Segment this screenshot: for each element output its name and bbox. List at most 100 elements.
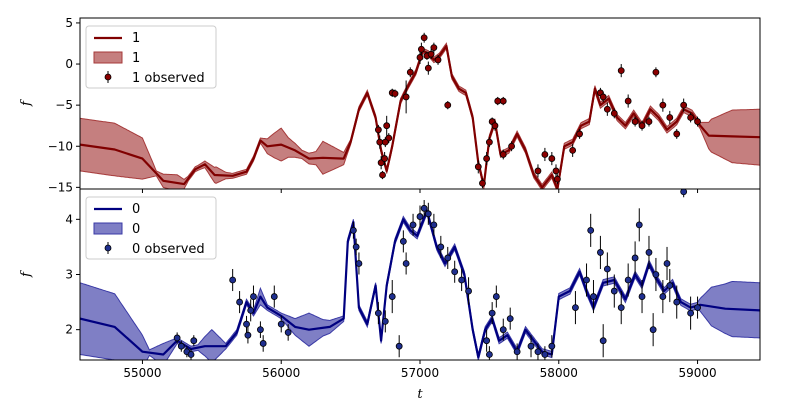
observed-point (508, 142, 515, 150)
observed-point (576, 130, 583, 138)
observed-point (680, 101, 688, 109)
observed-point (352, 243, 360, 251)
legend-point-swatch (104, 73, 112, 81)
observed-point (277, 320, 285, 328)
observed-point (587, 226, 595, 234)
observed-point (624, 97, 632, 105)
x-tick-label: 59000 (678, 366, 716, 380)
mean-line (80, 210, 760, 359)
observed-point (488, 309, 496, 317)
observed-point (552, 167, 560, 175)
observed-point (603, 105, 611, 113)
legend-band-swatch (93, 222, 123, 235)
legend-entry-label: 0 (132, 202, 140, 217)
observed-point (349, 226, 357, 234)
observed-point (649, 326, 657, 334)
observed-point (270, 293, 278, 300)
observed-point (434, 56, 442, 64)
observed-point (572, 304, 579, 311)
observed-point (236, 298, 243, 306)
observed-point (257, 326, 264, 334)
observed-point (548, 342, 556, 350)
observed-point (534, 348, 542, 356)
observed-point (416, 213, 424, 220)
observed-point (638, 293, 646, 300)
observed-point (610, 287, 618, 295)
x-tick-label: 56000 (262, 366, 300, 380)
observed-point (451, 268, 459, 276)
observed-point (381, 138, 389, 146)
legend-entry-label: 1 observed (132, 71, 205, 86)
observed-point (652, 68, 660, 76)
observed-point (355, 260, 363, 267)
observed-point (381, 155, 389, 162)
observed-point (402, 93, 410, 101)
legend-entry-label: 0 observed (132, 242, 205, 257)
observed-point (680, 189, 688, 196)
observed-point (374, 309, 382, 317)
observed-point (250, 293, 257, 300)
observed-point (631, 254, 639, 262)
observed-point (499, 151, 507, 158)
observed-point (229, 276, 237, 284)
observed-point (374, 126, 382, 134)
observed-point (541, 351, 549, 358)
legend-box (85, 196, 217, 260)
legend-entry-label: 1 (132, 51, 140, 66)
legend-point-swatch (104, 244, 112, 252)
observed-point (541, 151, 549, 158)
observed-point (458, 276, 466, 284)
observed-point (424, 210, 432, 218)
observed-point (388, 293, 396, 300)
observed-point (610, 109, 618, 117)
observed-point (659, 293, 667, 300)
observed-point (534, 167, 542, 175)
observed-point (187, 351, 195, 358)
observed-point (673, 298, 681, 306)
legend-entry-label: 0 (132, 222, 140, 237)
observed-point (430, 221, 438, 229)
observed-point (177, 342, 185, 350)
observed-point (666, 282, 674, 289)
observed-point (659, 101, 667, 109)
observed-point (424, 64, 432, 72)
observed-point (673, 130, 681, 138)
observed-point (479, 179, 486, 187)
observed-point (376, 138, 384, 146)
y-tick-label: 2 (65, 323, 73, 337)
observed-point (569, 146, 577, 154)
observed-point (513, 348, 521, 356)
observed-point (492, 293, 500, 300)
observed-point (427, 50, 435, 58)
observed-point (603, 265, 611, 273)
observed-point (190, 337, 198, 345)
observed-point (617, 304, 625, 311)
observed-point (416, 54, 424, 61)
observed-point (483, 337, 491, 345)
observed-point (638, 122, 646, 130)
legend-band-swatch (93, 51, 123, 64)
observed-point (284, 329, 292, 336)
observed-point (617, 67, 625, 75)
observed-point (485, 138, 493, 146)
observed-point (694, 304, 701, 311)
observed-point (420, 204, 428, 212)
observed-point (491, 122, 499, 130)
y-tick-label: 5 (65, 16, 73, 30)
observed-point (444, 101, 452, 109)
observed-point (631, 118, 639, 125)
legend-entry-label: 1 (132, 31, 140, 46)
observed-point (645, 118, 653, 125)
observed-point (694, 118, 701, 125)
observed-point (666, 114, 674, 121)
x-tick-label: 57000 (401, 366, 439, 380)
observed-point (590, 293, 597, 300)
observed-point (624, 276, 632, 284)
observed-point (259, 340, 267, 347)
observed-point (652, 271, 660, 278)
observed-point (483, 155, 491, 162)
y-tick-label: −10 (48, 139, 73, 153)
y-tick-label: −15 (48, 180, 73, 194)
observed-point (597, 249, 604, 256)
observed-point (635, 221, 643, 229)
